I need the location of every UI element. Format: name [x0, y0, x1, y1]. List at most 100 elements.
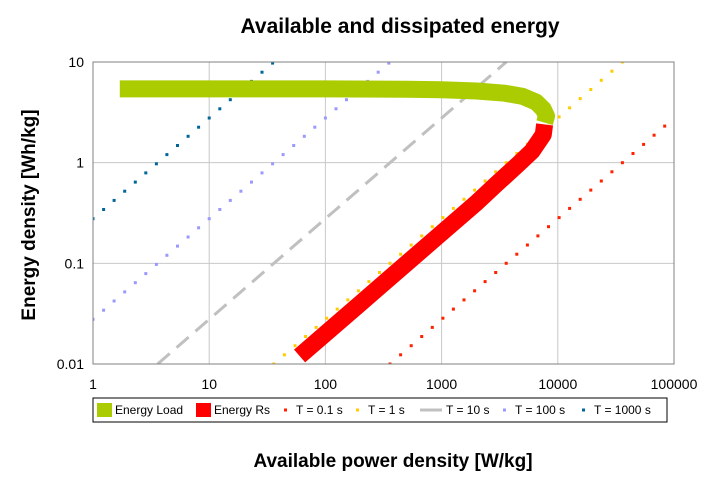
data-point: [599, 179, 603, 183]
data-point: [154, 162, 158, 166]
legend-swatch: [284, 408, 287, 412]
legend: Energy Load Energy Rs T = 0.1 s T = 1 s T = …: [92, 397, 668, 423]
data-point: [420, 234, 424, 238]
data-point: [218, 107, 222, 111]
data-point: [515, 152, 519, 155]
data-point: [483, 280, 487, 284]
data-point: [271, 162, 275, 166]
legend-item: Energy Rs: [196, 403, 270, 417]
data-point: [387, 62, 391, 65]
data-point: [504, 161, 508, 165]
data-point: [207, 116, 211, 120]
legend-item: T = 100 s: [503, 403, 565, 417]
data-point: [186, 235, 190, 239]
data-point: [165, 253, 169, 257]
data-point: [260, 70, 264, 74]
data-point: [547, 225, 550, 229]
data-point: [399, 252, 403, 256]
legend-box: [92, 397, 668, 423]
data-point: [620, 62, 624, 64]
data-point: [430, 225, 434, 229]
data-point: [325, 316, 329, 320]
data-point: [441, 316, 445, 320]
data-point: [599, 78, 603, 82]
data-point: [93, 317, 95, 321]
data-point: [356, 289, 360, 293]
data-point: [663, 124, 667, 128]
data-point: [568, 106, 572, 110]
x-axis-title: Available power density [W/kg]: [253, 451, 532, 472]
data-point: [154, 262, 158, 266]
data-point: [346, 298, 350, 302]
series-line: [119, 80, 555, 125]
data-point: [557, 216, 561, 220]
data-point: [334, 107, 338, 111]
data-point: [102, 308, 106, 312]
plot-frame: [92, 61, 675, 365]
legend-label: T = 1000 s: [594, 403, 651, 417]
legend-label: T = 1 s: [368, 403, 405, 417]
data-point: [207, 217, 211, 221]
data-point: [123, 290, 127, 294]
data-point: [473, 188, 477, 192]
x-tick-label: 1000: [426, 376, 457, 392]
x-tick-label: 1: [89, 376, 97, 392]
legend-item: T = 1 s: [356, 403, 405, 417]
data-point: [197, 125, 201, 129]
data-point: [388, 261, 392, 265]
legend-item: T = 10 s: [420, 403, 489, 417]
data-point: [197, 226, 201, 230]
legend-swatch: [196, 403, 211, 417]
legend-label: T = 0.1 s: [296, 403, 343, 417]
data-point: [652, 133, 656, 137]
legend-item: Energy Load: [97, 403, 183, 417]
data-point: [186, 134, 190, 138]
data-point: [473, 289, 477, 293]
series-line: [294, 123, 554, 363]
data-point: [335, 307, 339, 311]
data-point: [589, 88, 593, 91]
data-point: [102, 208, 106, 211]
legend-label: T = 100 s: [515, 403, 565, 417]
data-point: [260, 171, 264, 175]
chart-title: Available and dissipated energy: [241, 15, 560, 38]
data-point: [144, 171, 148, 175]
legend-swatch: [356, 408, 359, 412]
data-point: [578, 197, 582, 201]
legend-item: T = 0.1 s: [284, 403, 343, 417]
data-point: [93, 217, 95, 221]
x-tick-label: 100000: [651, 376, 698, 392]
data-point: [642, 142, 646, 146]
data-point: [272, 362, 276, 364]
data-point: [123, 189, 127, 193]
data-point: [228, 198, 232, 202]
legend-label: Energy Rs: [214, 403, 270, 417]
data-point: [451, 307, 455, 311]
data-point: [631, 152, 635, 155]
data-point: [462, 298, 466, 302]
data-point: [314, 325, 318, 329]
data-point: [239, 189, 243, 193]
data-point: [451, 206, 455, 210]
y-tick-label: 0.01: [57, 356, 84, 372]
data-point: [345, 98, 348, 102]
data-point: [536, 234, 540, 238]
data-point: [302, 134, 306, 138]
data-point: [133, 281, 137, 285]
legend-item: T = 1000 s: [582, 403, 651, 417]
data-point: [228, 98, 232, 102]
y-tick-label: 1: [76, 155, 84, 171]
data-point: [250, 180, 253, 184]
legend-label: Energy Load: [115, 403, 183, 417]
tick-labels: 1 10 100 1000 10000 100000 0.01 0.1 1 10: [57, 54, 698, 392]
data-point: [281, 153, 285, 157]
data-point: [292, 144, 296, 147]
data-point: [165, 153, 169, 157]
data-point: [409, 243, 413, 247]
data-point: [494, 170, 498, 174]
data-point: [620, 161, 624, 165]
data-point: [313, 125, 317, 129]
data-point: [133, 180, 137, 184]
plot-area: [93, 62, 667, 364]
